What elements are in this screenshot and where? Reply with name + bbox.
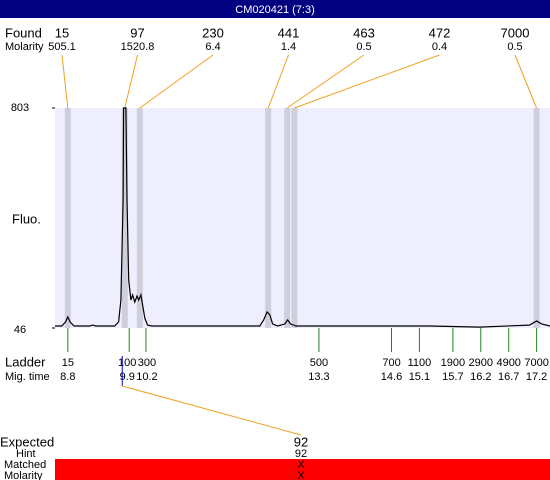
peak-band xyxy=(291,108,298,328)
ladder-size: 500 xyxy=(310,357,328,369)
found-label: Found xyxy=(5,25,42,40)
ladder-size: 7000 xyxy=(524,357,548,369)
molarity-label: Molarity xyxy=(5,41,44,53)
ladder-size: 1900 xyxy=(441,357,465,369)
peak-band xyxy=(284,108,291,328)
ladder-size: 300 xyxy=(138,357,156,369)
ladder-label: Ladder xyxy=(5,354,46,369)
ladder-size: 4900 xyxy=(496,357,520,369)
peak-molarity: 505.1 xyxy=(48,41,76,53)
molarity-row-value: X xyxy=(297,470,305,480)
peak-band xyxy=(64,108,71,328)
expected-label: Expected xyxy=(0,434,54,449)
ladder-size: 100 xyxy=(118,357,136,369)
expected-value: 92 xyxy=(294,434,308,449)
ladder-size: 2900 xyxy=(469,357,493,369)
peak-molarity: 1520.8 xyxy=(121,41,155,53)
matched-value: X xyxy=(297,459,305,471)
peak-connector xyxy=(286,54,365,109)
matched-label: Matched xyxy=(4,459,46,471)
peak-band xyxy=(136,108,143,328)
hint-value: 92 xyxy=(295,448,307,460)
peak-molarity: 0.5 xyxy=(356,41,371,53)
peak-band xyxy=(265,108,272,328)
ladder-time: 16.7 xyxy=(498,371,519,383)
ladder-size: 15 xyxy=(62,357,74,369)
ladder-time: 15.1 xyxy=(409,371,430,383)
chart-title: CM020421 (7:3) xyxy=(235,4,315,16)
peak-molarity: 6.4 xyxy=(205,41,220,53)
plot-area xyxy=(55,108,550,328)
matched-bar xyxy=(55,459,550,480)
peak-size: 15 xyxy=(55,25,69,40)
peak-size: 230 xyxy=(202,25,224,40)
ladder-time: 16.2 xyxy=(470,371,491,383)
peak-connector xyxy=(124,54,138,109)
peak-connector xyxy=(514,54,538,109)
y-tick-label: 803 xyxy=(11,102,29,114)
trace xyxy=(55,107,550,328)
ladder-size: 1100 xyxy=(408,357,432,369)
mig-time-label: Mig. time xyxy=(5,371,50,383)
ladder-time: 14.6 xyxy=(381,371,402,383)
ladder-time: 17.2 xyxy=(526,371,547,383)
ladder-time: 13.3 xyxy=(308,371,329,383)
peak-connector xyxy=(294,54,440,109)
molarity-row-label: Molarity xyxy=(4,470,43,480)
ladder-time: 8.8 xyxy=(60,371,75,383)
hint-label: Hint xyxy=(16,448,36,460)
peak-size: 97 xyxy=(130,25,144,40)
peak-molarity: 1.4 xyxy=(281,41,296,53)
peak-connector xyxy=(139,54,214,109)
peak-band xyxy=(533,108,540,328)
peak-connector xyxy=(267,54,289,109)
y-label: Fluo. xyxy=(12,211,41,226)
expected-connector xyxy=(122,385,302,436)
peak-size: 7000 xyxy=(501,25,530,40)
peak-band xyxy=(121,108,128,328)
title-bar xyxy=(0,0,550,18)
ladder-time: 10.2 xyxy=(136,371,157,383)
peak-size: 472 xyxy=(429,25,451,40)
ladder-time: 9.9 xyxy=(120,371,135,383)
ladder-size: 700 xyxy=(382,357,400,369)
peak-size: 463 xyxy=(353,25,375,40)
peak-molarity: 0.4 xyxy=(432,41,447,53)
peak-size: 441 xyxy=(278,25,300,40)
peak-molarity: 0.5 xyxy=(507,41,522,53)
y-tick-label: 46 xyxy=(14,324,26,336)
peak-connector xyxy=(61,54,69,109)
ladder-time: 15.7 xyxy=(442,371,463,383)
